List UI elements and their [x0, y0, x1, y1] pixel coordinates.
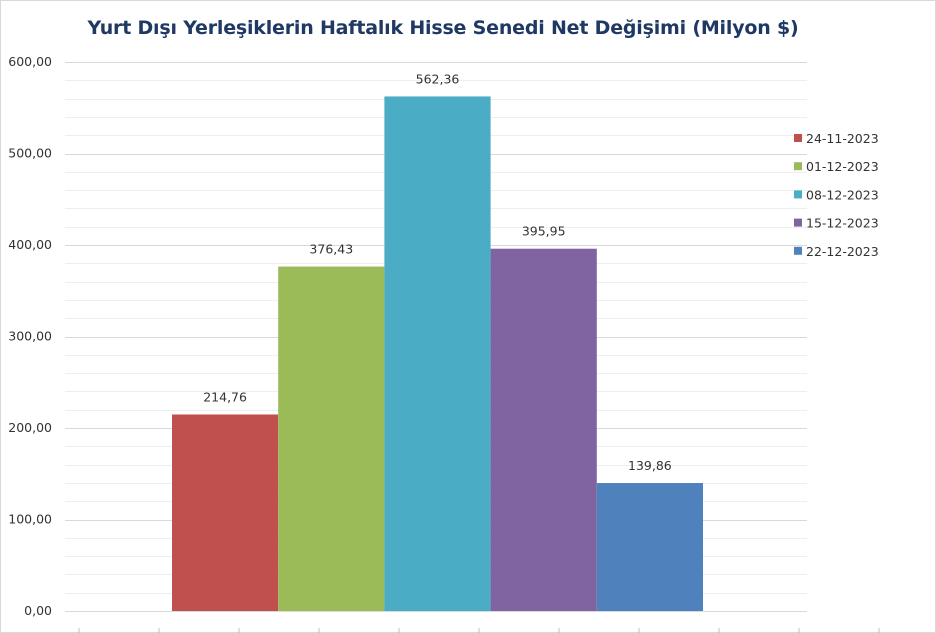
bar-08-12-2023	[384, 96, 491, 611]
chart-title: Yurt Dışı Yerleşiklerin Haftalık Hisse S…	[87, 17, 799, 39]
legend-label: 24-11-2023	[806, 131, 879, 146]
y-axis: 0,00 100,00 200,00 300,00 400,00 500,00 600,00	[8, 54, 52, 618]
legend-swatch	[794, 190, 802, 199]
y-tick-label: 400,00	[8, 237, 52, 252]
data-label: 214,76	[203, 389, 247, 404]
y-tick-label: 300,00	[8, 329, 52, 344]
y-tick-label: 200,00	[8, 420, 52, 435]
legend-label: 22-12-2023	[806, 244, 879, 259]
legend-label: 01-12-2023	[806, 159, 879, 174]
bar-22-12-2023	[596, 483, 703, 611]
x-axis	[65, 611, 880, 633]
data-label: 376,43	[309, 242, 353, 257]
legend-swatch	[794, 218, 802, 227]
y-tick-label: 600,00	[8, 54, 52, 69]
data-label: 139,86	[628, 458, 672, 473]
data-labels: 214,76 376,43 562,36 395,95 139,86	[203, 71, 672, 473]
legend-label: 08-12-2023	[806, 187, 879, 202]
bar-15-12-2023	[490, 248, 597, 611]
legend-swatch	[794, 134, 802, 142]
bar-01-12-2023	[278, 266, 385, 611]
data-label: 562,36	[416, 71, 460, 86]
bars	[172, 96, 703, 611]
legend-swatch	[794, 246, 802, 255]
data-label: 395,95	[522, 224, 566, 239]
y-tick-label: 500,00	[8, 146, 52, 161]
y-tick-label: 100,00	[8, 512, 52, 527]
legend-label: 15-12-2023	[806, 216, 879, 231]
legend: 24-11-2023 01-12-2023 08-12-2023 15-12-2023…	[794, 131, 879, 259]
legend-swatch	[794, 162, 802, 171]
bar-24-11-2023	[172, 414, 279, 611]
y-tick-label: 0,00	[24, 603, 52, 618]
